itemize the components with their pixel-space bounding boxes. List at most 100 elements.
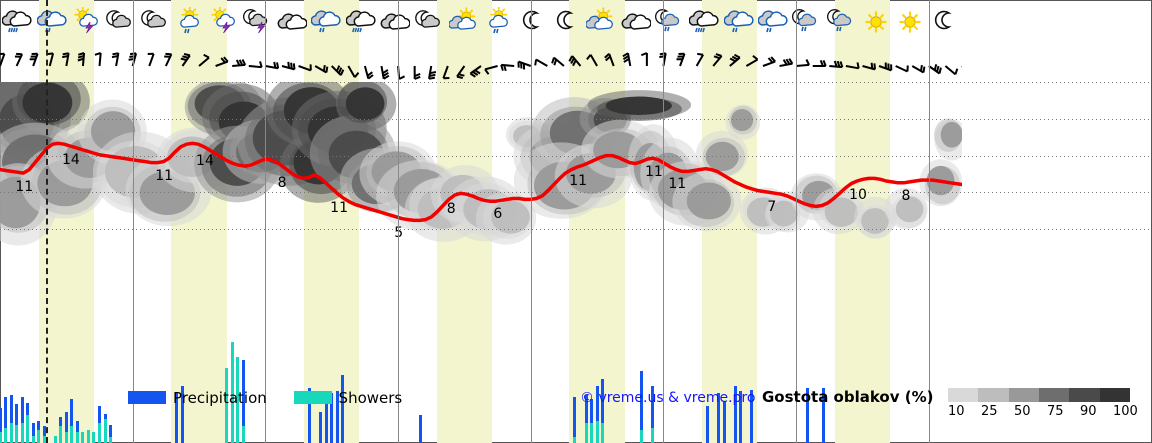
precipitation-bar	[42, 426, 46, 443]
wind-barb	[164, 52, 173, 67]
precipitation-legend: Precipitation Showers	[128, 388, 424, 407]
precipitation-bar	[20, 397, 24, 443]
cloud-density-step-0	[948, 388, 979, 402]
cloud-icon	[378, 7, 412, 41]
temperature-label: 11	[155, 167, 174, 184]
precipitation-bar	[335, 391, 339, 443]
cloud-density-tick-90: 90	[1080, 404, 1097, 419]
precipitation-bar	[70, 398, 74, 443]
moon-cloud-icon	[137, 7, 171, 41]
temperature-label: 8	[277, 174, 287, 191]
wind-barb	[551, 56, 565, 67]
showers-bar	[64, 431, 68, 443]
showers-bar	[230, 341, 234, 443]
showers-bar	[26, 415, 30, 443]
sun-cloud-thunder-icon	[69, 7, 103, 41]
wind-barb	[928, 64, 942, 75]
showers-bar	[584, 422, 588, 443]
wind-barb	[729, 53, 741, 67]
wind-barb	[298, 64, 312, 72]
moon-icon	[928, 7, 962, 41]
cloud-icon	[618, 7, 652, 41]
showers-bar	[573, 437, 577, 443]
wind-barb-row	[0, 46, 1152, 82]
precipitation-bar	[595, 385, 599, 443]
wind-barb	[676, 52, 686, 67]
precipitation-legend-label: Precipitation	[173, 388, 267, 407]
cloud-density-step-5	[1099, 388, 1130, 402]
wind-barb	[878, 62, 893, 72]
showers-bar	[81, 431, 85, 443]
wind-barb	[14, 52, 24, 67]
day-separator-3	[398, 0, 400, 443]
showers-bar	[109, 437, 113, 443]
precipitation-bar	[75, 420, 79, 443]
precipitation-bar	[330, 393, 334, 443]
showers-bar	[86, 430, 90, 443]
precipitation-bar	[573, 397, 577, 443]
wind-barb	[428, 65, 437, 80]
wind-barb	[180, 53, 191, 67]
showers-bar	[15, 424, 19, 443]
sun-cloud-thunder-icon	[206, 7, 240, 41]
precipitation-bar	[639, 371, 643, 443]
precipitation-bar	[324, 393, 328, 443]
wind-barb	[568, 55, 582, 67]
wind-barb	[845, 62, 860, 70]
cloud-drizzle-icon	[756, 7, 790, 41]
cloud-density-tick-100: 100	[1113, 404, 1138, 419]
showers-bar	[650, 428, 654, 443]
precipitation-bar	[4, 397, 8, 443]
day-separator-7	[928, 0, 930, 443]
cloud-rain-icon	[344, 7, 378, 41]
wind-barb	[347, 65, 360, 78]
showers-bar	[241, 426, 245, 443]
showers-bar	[59, 426, 63, 443]
cloud-density-step-2	[1008, 388, 1039, 402]
daylight-band-3	[304, 0, 360, 443]
wind-barb	[517, 60, 532, 70]
cloud-density-step-1	[978, 388, 1009, 402]
temperature-path	[0, 141, 962, 223]
cloud-icon	[275, 7, 309, 41]
precipitation-bar	[9, 395, 13, 443]
precipitation-bar	[31, 422, 35, 443]
showers-bar	[236, 356, 240, 443]
precipitation-bar	[733, 385, 737, 443]
moon-cloud-icon	[412, 7, 446, 41]
wind-barb	[331, 65, 345, 76]
wind-barb	[762, 56, 776, 67]
precipitation-bar	[175, 393, 179, 443]
precipitation-bar	[650, 385, 654, 443]
precipitation-bar	[341, 374, 345, 443]
precipitation-bar	[241, 360, 245, 443]
temperature-label: 11	[330, 200, 348, 217]
wind-barb	[829, 60, 844, 69]
temperature-label: 14	[61, 151, 80, 168]
precipitation-bar	[822, 387, 826, 443]
showers-bar	[0, 431, 2, 443]
wind-barb	[380, 65, 390, 80]
showers-bar	[103, 419, 107, 443]
temperature-label: 14	[196, 152, 214, 169]
wind-barb	[586, 54, 598, 67]
precipitation-bar	[601, 378, 605, 443]
precipitation-bar	[584, 395, 588, 443]
gridline-h-4	[0, 82, 1152, 83]
cloud-density-colorbar	[948, 388, 1130, 402]
sun-icon	[893, 7, 927, 41]
precipitation-bar	[0, 408, 2, 443]
sun-cloud-drizzle-icon	[172, 7, 206, 41]
wind-barb	[895, 65, 909, 73]
wind-barb	[812, 60, 827, 67]
temperature-line	[0, 141, 962, 223]
cloud-drizzle-icon	[34, 7, 68, 41]
wind-barb	[248, 61, 263, 69]
copyright-text[interactable]: © vreme.us & vreme.pro	[580, 390, 756, 406]
wind-barb	[500, 63, 515, 72]
precipitation-bar	[722, 400, 726, 443]
precipitation-bar	[109, 424, 113, 443]
showers-bar	[20, 422, 24, 443]
daylight-band-5	[569, 0, 625, 443]
